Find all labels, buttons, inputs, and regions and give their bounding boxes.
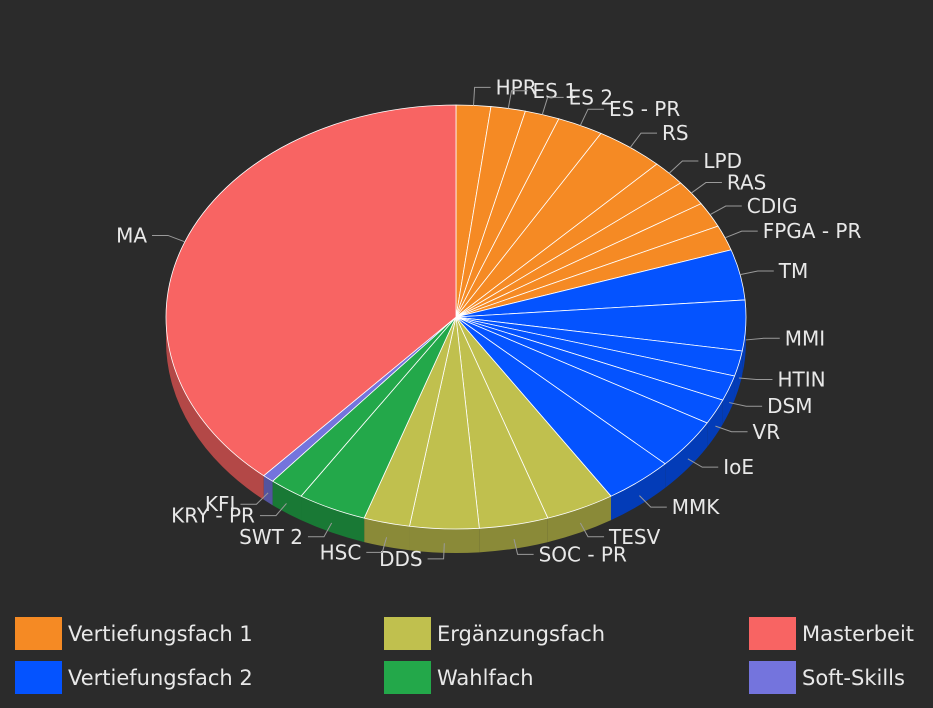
pie-side-vr xyxy=(707,400,723,447)
legend-label-erg-nzungsfach: Ergänzungsfach xyxy=(437,622,605,646)
pie-side-ioe xyxy=(665,423,708,488)
legend-swatch-soft-skills xyxy=(749,661,796,694)
leader-line-swt-2 xyxy=(307,522,333,538)
pie-side-mmk xyxy=(610,463,666,521)
legend-item-vertiefungsfach-1[interactable]: Vertiefungsfach 1 xyxy=(15,617,253,650)
leader-line-kry-pr xyxy=(259,503,287,517)
pie-side-ma xyxy=(166,317,264,500)
pie-side-tesv xyxy=(547,496,611,543)
leader-line-vr xyxy=(715,425,748,433)
legend-item-vertiefungsfach-2[interactable]: Vertiefungsfach 2 xyxy=(15,661,253,694)
slice-label-tesv: TESV xyxy=(608,525,661,549)
legend-label-vertiefungsfach-2: Vertiefungsfach 2 xyxy=(68,666,253,690)
slice-label-es-1: ES 1 xyxy=(533,79,577,103)
leader-line-es-pr xyxy=(579,108,605,126)
slice-label-kry-pr: KRY - PR xyxy=(171,504,255,528)
pie-side-htin xyxy=(734,351,743,400)
legend-swatch-vertiefungsfach-2 xyxy=(15,661,62,694)
slice-label-lpd: LPD xyxy=(703,149,742,173)
pie-side-mmi xyxy=(742,317,746,376)
slice-label-es-pr: ES - PR xyxy=(609,97,680,121)
pie-side-dds xyxy=(409,526,480,553)
leader-line-lpd xyxy=(668,160,699,174)
slice-label-cdig: CDIG xyxy=(747,194,798,218)
pie-top-layer xyxy=(165,104,747,530)
slice-label-soc-pr: SOC - PR xyxy=(539,542,627,566)
leader-line-ras xyxy=(691,182,722,194)
legend-label-wahlfach: Wahlfach xyxy=(437,666,534,690)
legend-swatch-wahlfach xyxy=(384,661,431,694)
leader-line-es-2 xyxy=(541,96,564,115)
leader-line-hsc xyxy=(366,537,388,553)
legend-label-soft-skills: Soft-Skills xyxy=(802,666,905,690)
leader-line-ma xyxy=(152,234,186,243)
slice-label-fpga-pr: FPGA - PR xyxy=(763,219,862,243)
slice-label-htin: HTIN xyxy=(777,368,825,392)
legend-item-masterbeit[interactable]: Masterbeit xyxy=(749,617,914,650)
legend-item-erg-nzungsfach[interactable]: Ergänzungsfach xyxy=(384,617,605,650)
slice-label-rs: RS xyxy=(662,121,689,145)
slice-label-hsc: HSC xyxy=(320,540,362,564)
slice-label-vr: VR xyxy=(753,420,781,444)
legend-label-vertiefungsfach-1: Vertiefungsfach 1 xyxy=(68,622,253,646)
pie-side-kfi xyxy=(263,475,273,506)
pie-side-swt-2 xyxy=(301,496,365,543)
slice-label-dds: DDS xyxy=(379,547,423,571)
leader-line-dds xyxy=(427,543,445,560)
leader-line-rs xyxy=(629,132,658,148)
pie-depth-layer xyxy=(166,317,746,553)
pie-slice-ma[interactable] xyxy=(165,104,457,477)
legend-swatch-masterbeit xyxy=(749,617,796,650)
legend-label-masterbeit: Masterbeit xyxy=(802,622,914,646)
slice-label-hpr: HPR xyxy=(496,75,537,99)
pie-side-hsc xyxy=(364,518,410,551)
slice-label-tm: TM xyxy=(778,259,808,283)
leader-line-cdig xyxy=(709,205,742,216)
slice-label-es-2: ES 2 xyxy=(569,85,613,109)
legend-item-soft-skills[interactable]: Soft-Skills xyxy=(749,661,905,694)
leader-line-htin xyxy=(738,377,773,381)
slice-label-ma: MA xyxy=(116,223,147,247)
leader-line-fpga-pr xyxy=(724,230,758,239)
pie-side-kry-pr xyxy=(272,481,302,521)
leader-line-hpr xyxy=(473,86,491,106)
leader-line-dsm xyxy=(729,402,763,407)
slice-label-mmk: MMK xyxy=(672,495,721,519)
leader-line-soc-pr xyxy=(513,539,534,555)
legend-item-wahlfach[interactable]: Wahlfach xyxy=(384,661,534,694)
leader-line-tesv xyxy=(579,522,605,538)
slice-label-mmi: MMI xyxy=(785,326,825,350)
leader-line-mmi xyxy=(745,337,780,341)
legend-swatch-erg-nzungsfach xyxy=(384,617,431,650)
legend: Vertiefungsfach 1 Vertiefungsfach 2 Ergänz… xyxy=(15,617,914,694)
pie-side-dsm xyxy=(722,375,735,425)
leader-line-mmk xyxy=(639,495,667,508)
slice-label-ioe: IoE xyxy=(723,455,754,479)
leader-line-ioe xyxy=(687,458,719,468)
legend-swatch-vertiefungsfach-1 xyxy=(15,617,62,650)
slice-label-dsm: DSM xyxy=(767,394,812,418)
slice-label-swt-2: SWT 2 xyxy=(239,525,303,549)
leader-line-es-1 xyxy=(507,90,528,109)
slice-label-kfi: KFI xyxy=(205,492,236,516)
slice-label-ras: RAS xyxy=(727,171,766,195)
pie-side-soc-pr xyxy=(479,518,548,553)
leader-line-tm xyxy=(740,270,774,276)
leader-line-kfi xyxy=(240,492,269,505)
